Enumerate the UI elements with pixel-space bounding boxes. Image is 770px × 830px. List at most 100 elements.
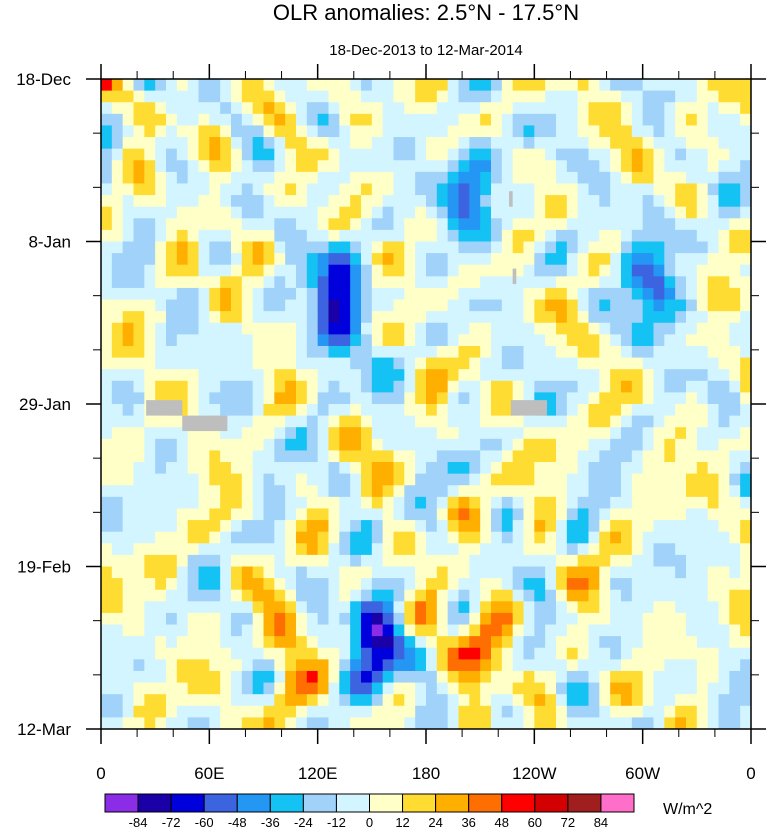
heatmap-cell [296, 183, 308, 196]
heatmap-cell [686, 79, 698, 92]
heatmap-cell [328, 113, 340, 127]
heatmap-cell [263, 404, 275, 417]
heatmap-cell [371, 90, 384, 103]
heatmap-cell [621, 566, 633, 579]
heatmap-cell [653, 369, 665, 382]
heatmap-cell [328, 299, 340, 312]
heatmap-cell [350, 137, 362, 150]
heatmap-cell [415, 206, 427, 219]
heatmap-cell [339, 647, 351, 660]
heatmap-cell [415, 589, 427, 602]
heatmap-cell [382, 345, 395, 359]
heatmap-cell [740, 520, 751, 533]
heatmap-cell [545, 717, 557, 729]
heatmap-cell [566, 589, 579, 602]
heatmap-cell [621, 636, 633, 649]
heatmap-cell [556, 450, 568, 463]
heatmap-cell [534, 102, 546, 115]
heatmap-cell [740, 334, 751, 347]
heatmap-cell [274, 125, 286, 138]
heatmap-cell [187, 369, 200, 382]
heatmap-cell [350, 380, 362, 393]
heatmap-cell [686, 287, 698, 301]
heatmap-cell [252, 299, 265, 312]
heatmap-cell [209, 624, 221, 637]
heatmap-cell [729, 345, 741, 359]
heatmap-cell [133, 508, 145, 521]
heatmap-cell [263, 508, 275, 521]
x-tick-label: 60W [625, 764, 660, 783]
heatmap-cell [306, 601, 319, 614]
heatmap-cell [111, 102, 124, 115]
heatmap-cell [556, 566, 568, 579]
heatmap-cell [155, 589, 167, 602]
heatmap-cell [393, 334, 405, 347]
heatmap-cell [350, 450, 362, 463]
heatmap-cell [209, 473, 221, 486]
heatmap-cell [523, 415, 535, 428]
heatmap-cell [469, 253, 481, 266]
heatmap-cell [740, 229, 751, 243]
heatmap-cell [306, 79, 319, 92]
heatmap-cell [231, 624, 243, 637]
heatmap-cell [458, 705, 470, 718]
heatmap-cell [469, 392, 481, 405]
heatmap-cell [664, 404, 676, 417]
heatmap-cell [263, 79, 275, 92]
heatmap-cell [361, 612, 373, 626]
heatmap-cell [339, 636, 351, 649]
heatmap-cell [458, 218, 470, 231]
heatmap-cell [317, 531, 330, 544]
heatmap-cell [707, 427, 720, 440]
heatmap-cell [166, 90, 178, 103]
heatmap-cell [523, 427, 535, 440]
heatmap-cell [155, 90, 167, 103]
heatmap-cell [588, 415, 600, 428]
heatmap-cell [155, 612, 167, 626]
heatmap-cell [252, 682, 265, 695]
heatmap-cell [491, 148, 503, 161]
heatmap-cell [480, 380, 492, 393]
heatmap-cell [436, 299, 449, 312]
heatmap-cell [566, 183, 579, 196]
heatmap-cell [371, 450, 384, 463]
heatmap-cell [740, 392, 751, 405]
heatmap-cell [740, 322, 751, 335]
heatmap-cell [718, 345, 730, 359]
heatmap-cell [675, 299, 687, 312]
heatmap-cell [631, 612, 644, 626]
heatmap-cell [306, 206, 319, 219]
heatmap-cell [176, 647, 189, 660]
heatmap-cell [686, 485, 698, 498]
heatmap-cell [296, 624, 308, 637]
heatmap-cell [740, 496, 751, 510]
heatmap-cell [209, 508, 221, 521]
heatmap-cell [209, 90, 221, 103]
heatmap-cell [718, 647, 730, 660]
heatmap-cell [209, 636, 221, 649]
heatmap-cell [361, 566, 373, 579]
heatmap-cell [675, 322, 687, 335]
heatmap-cell [707, 589, 720, 602]
heatmap-cell [209, 206, 221, 219]
heatmap-cell [361, 450, 373, 463]
heatmap-cell [696, 543, 709, 556]
heatmap-cell [653, 636, 665, 649]
heatmap-cell [740, 705, 751, 718]
heatmap-cell [642, 392, 655, 405]
heatmap-cell [577, 287, 590, 301]
heatmap-cell [686, 415, 698, 428]
heatmap-cell [306, 450, 319, 463]
heatmap-cell [534, 624, 546, 637]
heatmap-cell [621, 102, 633, 115]
heatmap-cell [545, 79, 557, 92]
heatmap-cell [610, 659, 622, 672]
heatmap-cell [469, 195, 481, 208]
heatmap-cell [566, 322, 579, 335]
heatmap-cell [361, 369, 373, 382]
heatmap-cell [566, 195, 579, 208]
heatmap-cell [469, 566, 481, 579]
heatmap-cell [361, 485, 373, 498]
heatmap-cell [209, 357, 221, 370]
heatmap-cell [361, 334, 373, 347]
